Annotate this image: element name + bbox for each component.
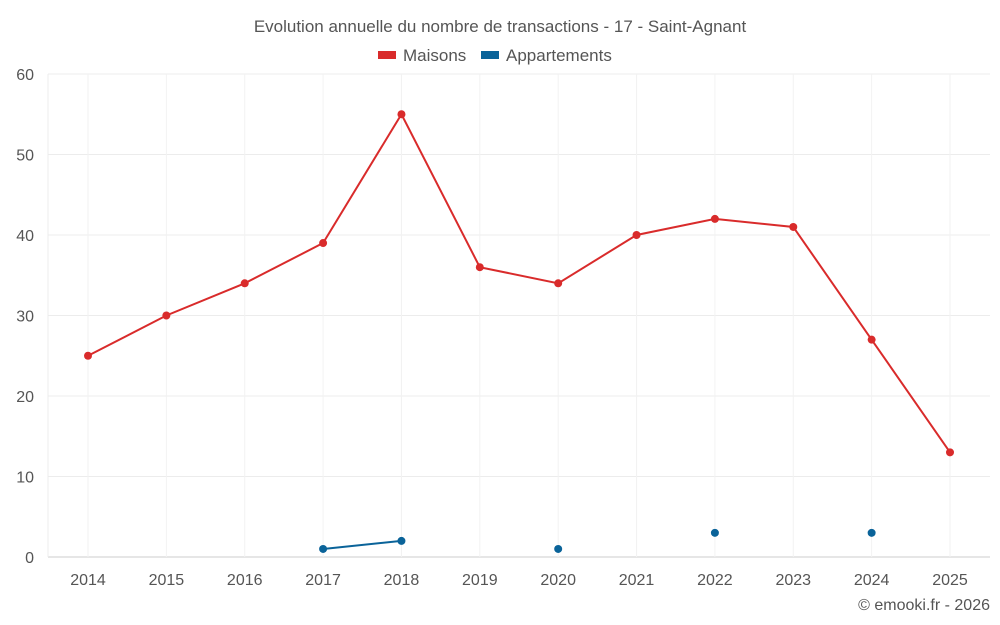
data-point-appartements — [867, 528, 876, 537]
x-tick-label: 2020 — [540, 572, 576, 589]
y-tick-label: 50 — [16, 148, 34, 165]
y-axis: 0 10 20 30 40 50 60 — [16, 67, 34, 567]
data-point-appartements — [319, 544, 328, 553]
data-point-maisons — [397, 110, 406, 119]
y-tick-label: 40 — [16, 228, 34, 245]
y-tick-label: 30 — [16, 309, 34, 326]
series-line-maisons — [87, 112, 951, 453]
series-line-appartements — [322, 539, 402, 550]
x-tick-label: 2024 — [854, 572, 890, 589]
legend-label: Appartements — [506, 46, 612, 65]
data-point-maisons — [789, 222, 798, 231]
data-point-appartements — [710, 528, 719, 537]
y-tick-label: 60 — [16, 67, 34, 84]
data-point-maisons — [946, 448, 954, 457]
data-point-maisons — [632, 231, 641, 239]
data-point-appartements — [397, 536, 406, 545]
data-point-appartements — [554, 544, 563, 553]
data-point-maisons — [475, 263, 484, 272]
x-axis: 2014 2015 2016 2017 2018 2019 2020 2021 2022 2023… — [70, 572, 968, 589]
legend-label: Maisons — [403, 46, 466, 65]
x-tick-label: 2017 — [305, 572, 341, 589]
x-tick-label: 2015 — [149, 572, 185, 589]
x-tick-label: 2019 — [462, 572, 498, 589]
y-tick-label: 0 — [25, 550, 34, 567]
x-tick-label: 2018 — [384, 572, 420, 589]
chart-title: Evolution annuelle du nombre de transact… — [254, 17, 747, 36]
data-point-maisons — [554, 279, 563, 288]
x-tick-label: 2023 — [775, 572, 811, 589]
data-point-maisons — [162, 311, 171, 320]
legend-swatch — [481, 51, 499, 59]
legend-swatch — [378, 51, 396, 59]
x-tick-label: 2022 — [697, 572, 733, 589]
data-point-maisons — [319, 239, 328, 248]
data-point-maisons — [710, 214, 719, 223]
grid — [47, 73, 990, 558]
x-tick-label: 2021 — [619, 572, 655, 589]
y-tick-label: 10 — [16, 470, 34, 487]
x-tick-label: 2016 — [227, 572, 263, 589]
series-group — [84, 110, 954, 553]
legend: Maisons Appartements — [378, 46, 612, 65]
data-point-maisons — [240, 279, 249, 288]
x-tick-label: 2014 — [70, 572, 106, 589]
data-point-maisons — [84, 351, 92, 360]
credit: © emooki.fr - 2026 — [858, 597, 990, 614]
data-point-maisons — [867, 335, 876, 344]
x-tick-label: 2025 — [932, 572, 968, 589]
y-tick-label: 20 — [16, 389, 34, 406]
